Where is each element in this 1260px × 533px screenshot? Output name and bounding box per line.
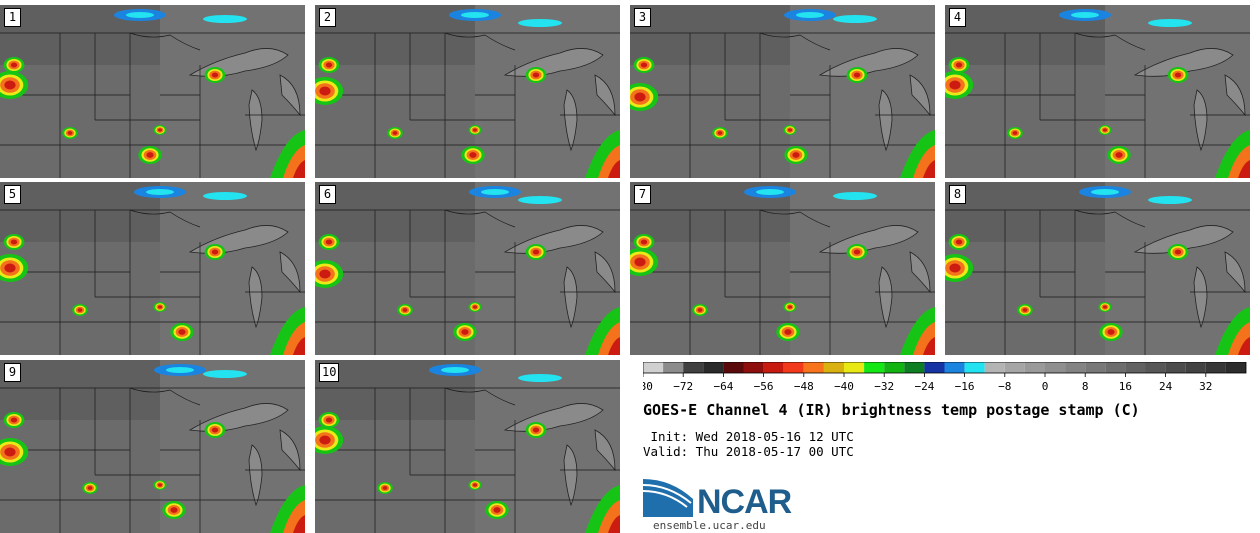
panel-number: 4	[949, 8, 966, 27]
panel-number: 9	[4, 363, 21, 382]
colorbar-segment	[1165, 362, 1186, 373]
colorbar-tick-label: 24	[1159, 380, 1173, 393]
colorbar-tick-label: −72	[673, 380, 693, 393]
colorbar-tick-label: −8	[998, 380, 1011, 393]
colorbar-tick-label: 8	[1082, 380, 1089, 393]
colorbar-segment	[723, 362, 744, 373]
colorbar-segment	[844, 362, 865, 373]
colorbar-segment	[823, 362, 844, 373]
colorbar-segment	[944, 362, 965, 373]
colorbar-segment	[783, 362, 804, 373]
colorbar-segment	[904, 362, 925, 373]
ncar-logo-icon	[643, 479, 693, 517]
panel-number: 2	[319, 8, 336, 27]
colorbar-segment	[663, 362, 684, 373]
colorbar-tick-label: 0	[1042, 380, 1049, 393]
colorbar-segment	[984, 362, 1005, 373]
colorbar-segment	[1065, 362, 1086, 373]
colorbar-tick-label: −40	[834, 380, 854, 393]
stamp-panel: 1	[0, 5, 305, 178]
colorbar-segment	[924, 362, 945, 373]
colorbar-tick-label: −64	[713, 380, 733, 393]
stamp-panel: 9	[0, 360, 305, 533]
stamp-panel: 3	[630, 5, 935, 178]
colorbar-segment	[864, 362, 885, 373]
colorbar-tick-label: −48	[794, 380, 814, 393]
colorbar-segment	[763, 362, 784, 373]
colorbar-tick-label: 32	[1199, 380, 1212, 393]
colorbar-segment	[1105, 362, 1126, 373]
colorbar-segment	[964, 362, 985, 373]
panel-number: 6	[319, 185, 336, 204]
valid-time: Valid: Thu 2018-05-17 00 UTC	[643, 444, 854, 459]
colorbar-segment	[1225, 362, 1246, 373]
colorbar-segment	[803, 362, 824, 373]
colorbar-segment	[1045, 362, 1066, 373]
colorbar-segment	[1085, 362, 1106, 373]
panel-number: 1	[4, 8, 21, 27]
colorbar-segment	[1004, 362, 1025, 373]
colorbar-tick-label: −80	[643, 380, 653, 393]
init-time: Init: Wed 2018-05-16 12 UTC	[643, 429, 854, 444]
stamp-panel: 10	[315, 360, 620, 533]
stamp-panel: 6	[315, 182, 620, 355]
stamp-panel: 2	[315, 5, 620, 178]
panel-number: 5	[4, 185, 21, 204]
colorbar-tick-label: −32	[874, 380, 894, 393]
colorbar-tick-label: −16	[955, 380, 975, 393]
colorbar-tick-label: −24	[914, 380, 934, 393]
colorbar-segment	[703, 362, 724, 373]
stamp-panel: 8	[945, 182, 1250, 355]
colorbar-segment	[1024, 362, 1045, 373]
colorbar-segment	[743, 362, 764, 373]
colorbar-segment	[1145, 362, 1166, 373]
stamp-panel: 7	[630, 182, 935, 355]
ncar-logo-text: NCAR	[697, 483, 792, 521]
colorbar-segment	[1205, 362, 1226, 373]
colorbar-segment	[1125, 362, 1146, 373]
colorbar-segment	[683, 362, 704, 373]
colorbar-segment	[1185, 362, 1206, 373]
colorbar-segment	[643, 362, 664, 373]
stamp-panel: 5	[0, 182, 305, 355]
panel-number: 8	[949, 185, 966, 204]
site-url: ensemble.ucar.edu	[653, 519, 766, 532]
colorbar-tick-label: −56	[754, 380, 774, 393]
panel-number: 3	[634, 8, 651, 27]
stamp-panel: 4	[945, 5, 1250, 178]
colorbar-tick-label: 16	[1119, 380, 1132, 393]
panel-number: 10	[319, 363, 340, 382]
panel-number: 7	[634, 185, 651, 204]
colorbar-segment	[884, 362, 905, 373]
figure-title: GOES-E Channel 4 (IR) brightness temp po…	[643, 401, 1140, 419]
